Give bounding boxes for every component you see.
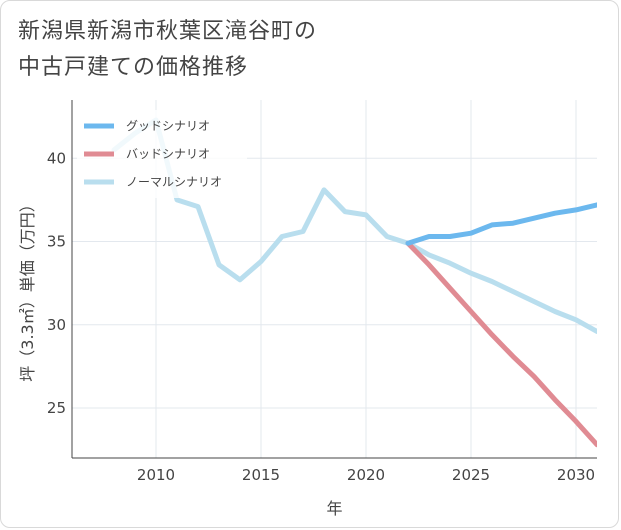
x-tick-label: 2010 <box>137 466 175 484</box>
y-axis-label: 坪（3.3㎡）単価（万円） <box>18 196 37 381</box>
y-tick-label: 25 <box>47 399 66 417</box>
legend-label-0: グッドシナリオ <box>126 119 210 133</box>
series-lines <box>111 117 597 448</box>
x-axis-label: 年 <box>326 499 342 518</box>
y-tick-label: 40 <box>47 149 66 167</box>
x-tick-label: 2025 <box>452 466 490 484</box>
title-line-2: 中古戸建ての価格推移 <box>18 55 249 80</box>
series-line-2 <box>111 117 597 334</box>
x-tick-label: 2030 <box>557 466 595 484</box>
axes <box>71 100 597 459</box>
y-tick-label: 35 <box>47 233 66 251</box>
legend-label-1: バッドシナリオ <box>126 147 210 161</box>
tick-labels: 2010 2015 2020 2025 2030 25 30 35 40 <box>47 149 595 484</box>
series-line-1 <box>405 240 597 448</box>
x-tick-label: 2020 <box>347 466 385 484</box>
title-line-1: 新潟県新潟市秋葉区滝谷町の <box>18 19 318 44</box>
chart-title: 新潟県新潟市秋葉区滝谷町の 中古戸建ての価格推移 <box>18 14 438 86</box>
y-tick-label: 30 <box>47 316 66 334</box>
series-line-0 <box>405 202 597 246</box>
grid <box>72 100 597 458</box>
x-tick-label: 2015 <box>242 466 280 484</box>
legend-label-2: ノーマルシナリオ <box>126 175 222 189</box>
